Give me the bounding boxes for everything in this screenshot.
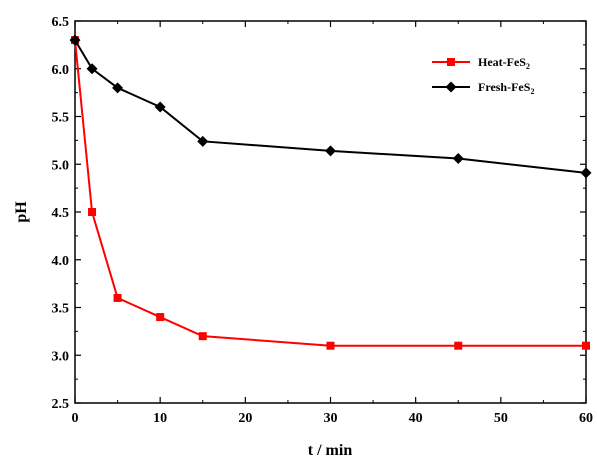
axis-ticks: 0 10 20 30 40 50 60 2.5 3.0 3.5 4.0 4.5 5.0 5.5 6.0 6.5 [52, 15, 594, 426]
data-point-heat-fes2 [326, 341, 335, 350]
y-tick-label: 2.5 [52, 397, 70, 412]
legend-marker [447, 58, 455, 66]
y-tick-label: 3.0 [52, 349, 70, 364]
data-point-heat-fes2 [156, 313, 165, 322]
series-heat-fes2 [71, 36, 590, 350]
y-tick-label: 5.0 [52, 158, 70, 173]
x-tick-label: 50 [494, 411, 508, 426]
y-tick-label: 6.5 [52, 15, 70, 30]
x-tick-label: 10 [153, 411, 167, 426]
data-point-fresh-fes2 [112, 82, 124, 94]
data-point-fresh-fes2 [580, 167, 592, 179]
x-tick-label: 0 [72, 411, 79, 426]
data-point-heat-fes2 [88, 208, 97, 216]
series-fresh-fes2 [69, 34, 592, 179]
y-axis-title: pH [13, 201, 30, 223]
series-line-fresh-fes2 [74, 39, 587, 174]
data-point-fresh-fes2 [197, 135, 209, 147]
data-point-heat-fes2 [113, 293, 122, 302]
data-point-heat-fes2 [198, 332, 207, 341]
data-point-fresh-fes2 [154, 101, 166, 113]
x-tick-label: 20 [238, 411, 252, 426]
y-tick-label: 3.5 [52, 302, 70, 317]
data-point-heat-fes2 [582, 341, 590, 350]
x-axis-title: t / min [308, 442, 353, 459]
legend-item-heat-fes2: Heat-FeS2 [432, 55, 530, 71]
legend-marker [445, 81, 457, 93]
data-point-fresh-fes2 [325, 145, 336, 157]
data-point-fresh-fes2 [452, 153, 464, 165]
x-tick-label: 40 [409, 411, 423, 426]
legend-label: Heat-FeS2 [478, 55, 530, 71]
x-tick-label: 60 [579, 411, 593, 426]
y-tick-label: 4.5 [52, 206, 70, 221]
x-tick-label: 30 [324, 411, 338, 426]
y-tick-label: 5.5 [52, 111, 70, 126]
legend-item-fresh-fes2: Fresh-FeS2 [432, 80, 534, 96]
series-line-heat-fes2 [74, 40, 586, 347]
y-tick-label: 6.0 [52, 63, 70, 78]
data-point-fresh-fes2 [86, 63, 98, 75]
series-layer [69, 34, 592, 350]
data-point-fresh-fes2 [69, 34, 81, 46]
legend-label: Fresh-FeS2 [478, 80, 534, 96]
data-point-heat-fes2 [454, 341, 463, 350]
y-tick-label: 4.0 [52, 254, 70, 269]
legend: Heat-FeS2 Fresh-FeS2 [432, 55, 534, 96]
